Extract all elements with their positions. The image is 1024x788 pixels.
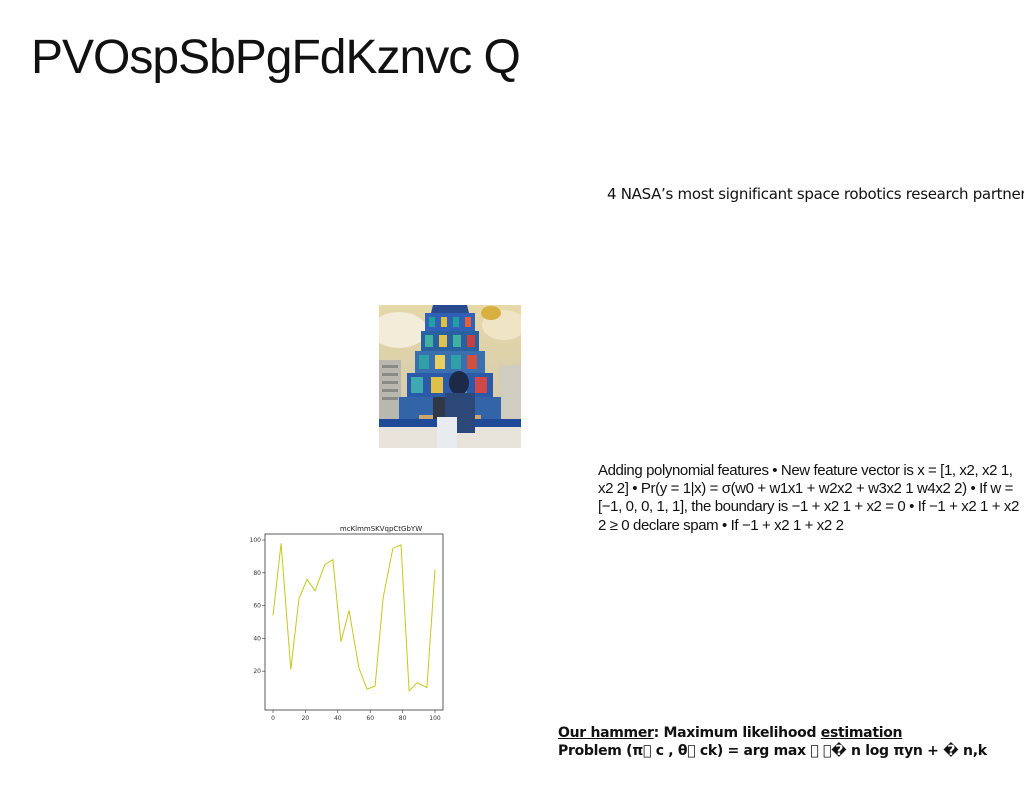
footer-estimation: estimation — [820, 725, 903, 741]
slide-body-text: Adding polynomial features • New feature… — [598, 462, 1019, 534]
x-tick-label: 40 — [334, 715, 342, 722]
slide-footer: Our hammer: Maximum likelihood estimatio… — [558, 724, 1024, 760]
chart-title: mcKlmmSKVqpCtGbYW — [340, 525, 422, 533]
footer-mle: : Maximum likelihood — [653, 725, 821, 741]
chart-plot-frame — [264, 533, 444, 711]
x-tick-label: 20 — [302, 715, 310, 722]
y-tick-label: 60 — [253, 603, 261, 610]
x-tick-label: 60 — [366, 715, 374, 722]
y-tick-label: 100 — [250, 537, 262, 544]
line-chart: mcKlmmSKVqpCtGbYW 0 20 40 60 80 100 20 40 60 80 10… — [250, 525, 444, 722]
footer-line-2: Problem (π􏰂 c , θ􏰂 ck) = arg max 􏰂 􏰂� n … — [558, 743, 987, 759]
x-tick-label: 100 — [429, 715, 441, 722]
chart-series-line — [272, 543, 436, 693]
temple-photo — [379, 305, 521, 448]
y-tick-label: 40 — [253, 635, 261, 642]
slide-title: PVOspSbPgFdKznvc Q — [31, 31, 521, 84]
footer-line-1: Our hammer: Maximum likelihood estimatio… — [558, 724, 1024, 742]
footer-hammer: Our hammer — [558, 725, 654, 741]
slide-subtitle: 4 NASA’s most significant space robotics… — [607, 185, 1024, 203]
x-tick-label: 80 — [399, 715, 407, 722]
y-tick-label: 20 — [253, 668, 261, 675]
y-tick-label: 80 — [253, 570, 261, 577]
x-tick-label: 0 — [271, 715, 275, 722]
